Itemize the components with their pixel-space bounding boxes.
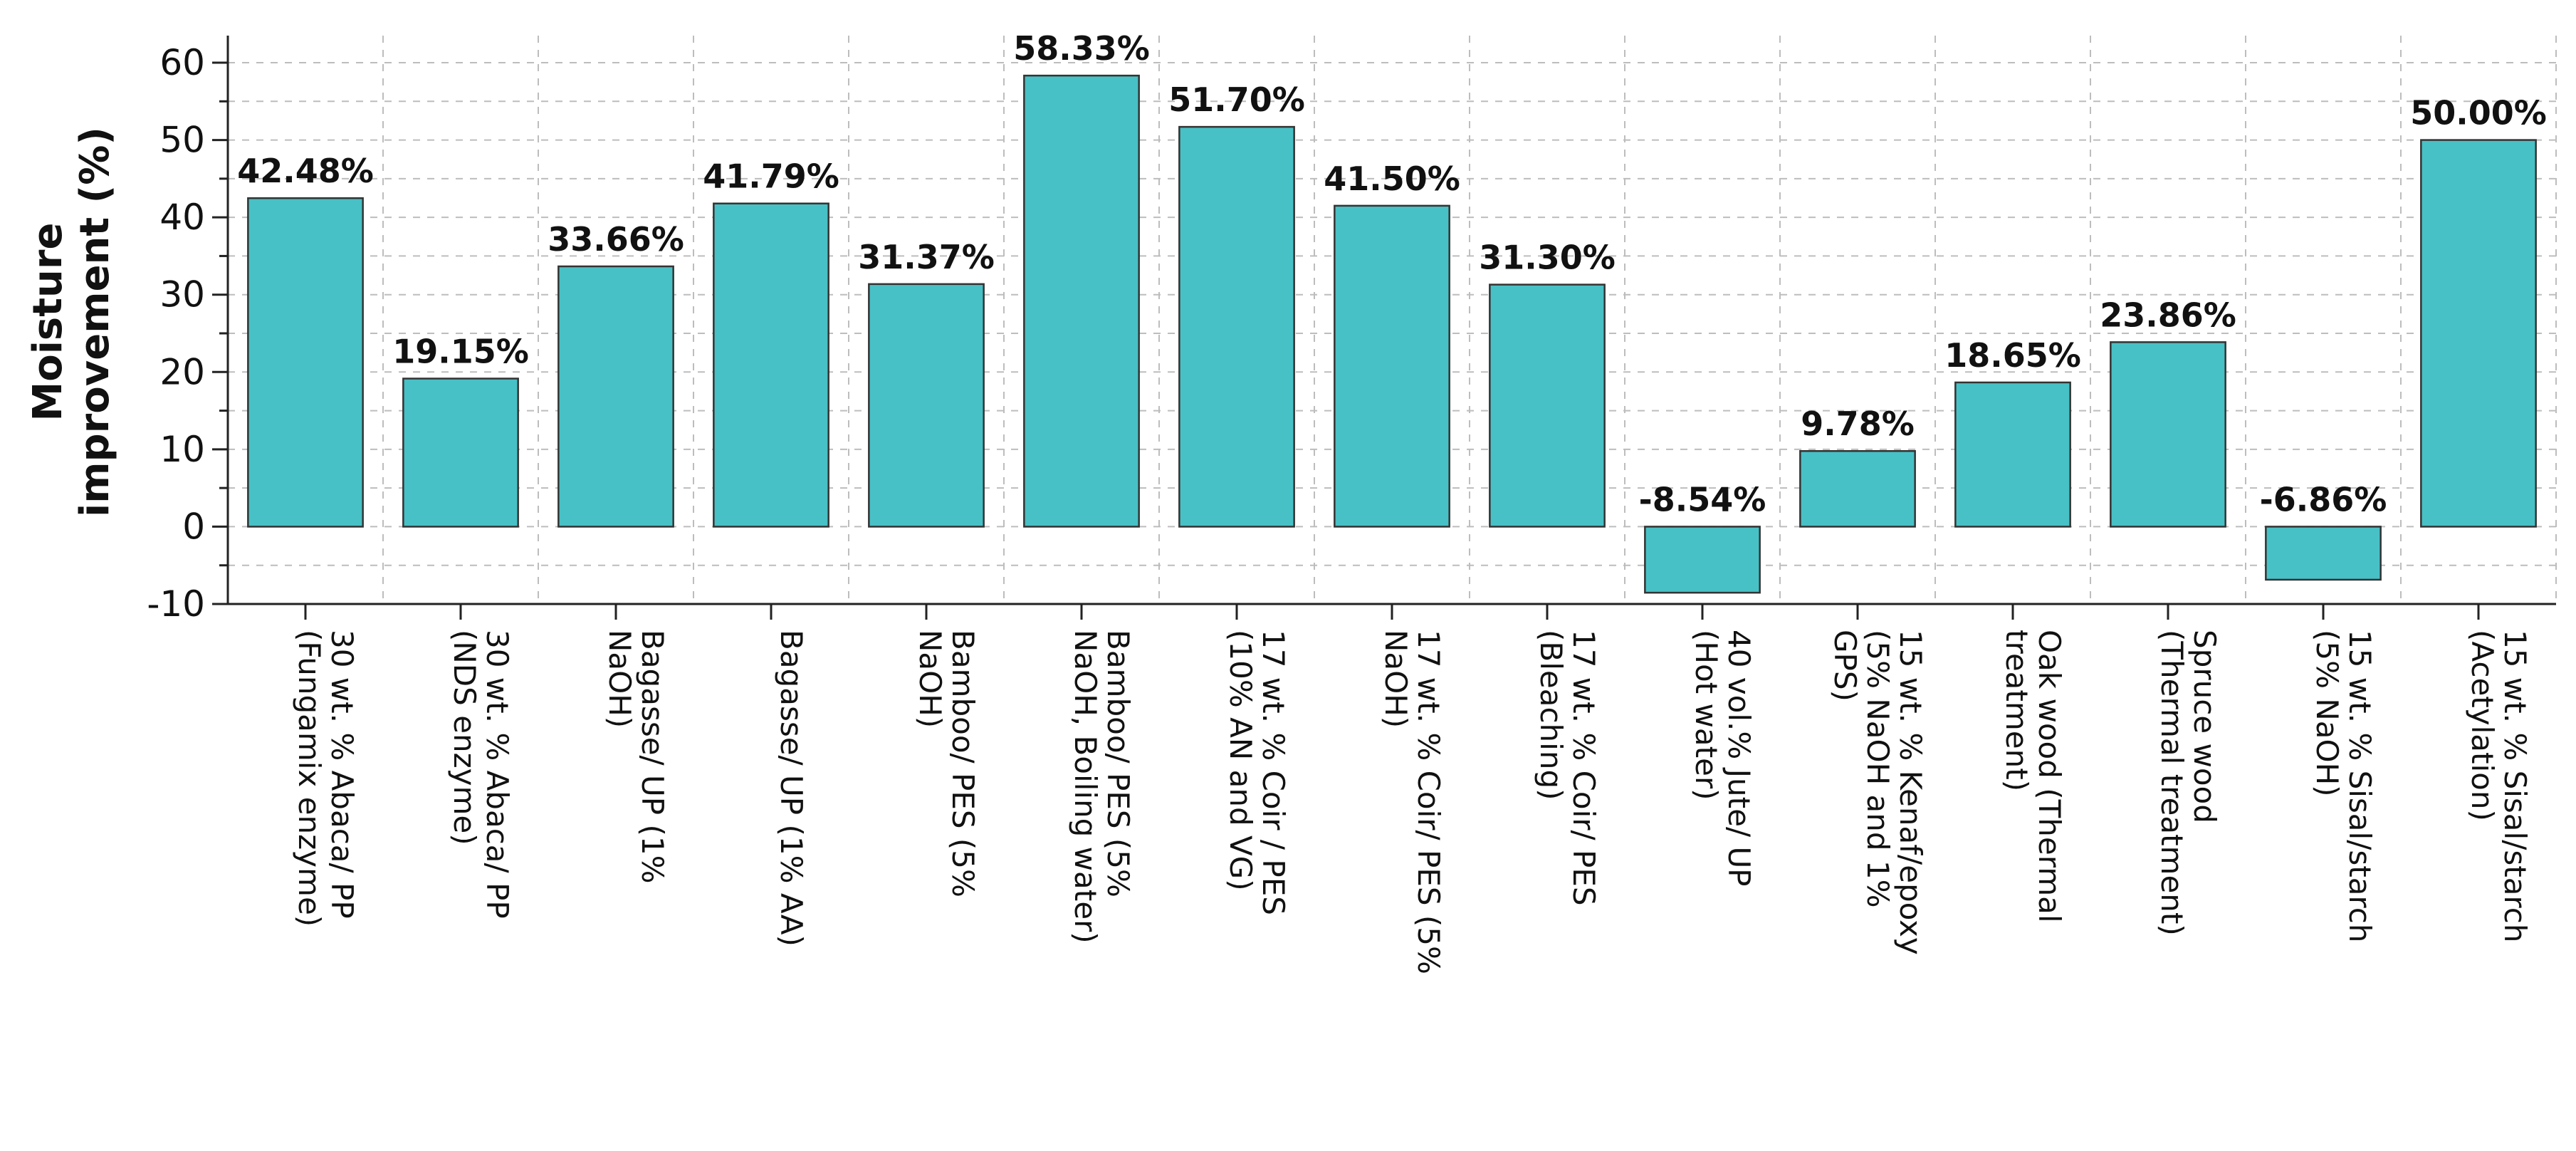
bar bbox=[1954, 381, 2071, 528]
y-tick-label: 0 bbox=[182, 506, 205, 547]
bar bbox=[713, 202, 829, 528]
data-label: 19.15% bbox=[392, 333, 529, 371]
category-label-line: 15 wt. % Kenaf/epoxy bbox=[1893, 630, 1928, 955]
y-axis-title-line: improvement (%) bbox=[72, 127, 118, 517]
bar bbox=[402, 377, 519, 528]
data-label: 23.86% bbox=[2100, 296, 2236, 334]
bar bbox=[1178, 125, 1295, 528]
category-label-line: GPS) bbox=[1828, 630, 1863, 702]
category-label-line: 40 vol.% Jute/ UP bbox=[1722, 630, 1756, 887]
bar bbox=[1489, 283, 1606, 528]
data-label: 18.65% bbox=[1944, 336, 2081, 375]
data-label: 9.78% bbox=[1801, 405, 1915, 443]
category-label-line: (Acetylation) bbox=[2465, 630, 2500, 821]
data-label: -6.86% bbox=[2260, 480, 2387, 519]
data-label: 41.79% bbox=[703, 157, 839, 196]
bar bbox=[557, 265, 674, 528]
data-label: 31.37% bbox=[858, 238, 995, 276]
category-label-line: NaOH, Boiling water) bbox=[1068, 630, 1103, 944]
category-label-line: (Thermal treatment) bbox=[2154, 630, 2189, 936]
bar-layer bbox=[247, 74, 2537, 594]
bar bbox=[868, 283, 985, 528]
data-label: 50.00% bbox=[2410, 94, 2547, 132]
bar bbox=[2420, 139, 2537, 528]
data-label: -8.54% bbox=[1639, 480, 1766, 519]
axis-layer: -10 0 10 20 30 40 50 60 Moistureimprovement (%) bbox=[25, 36, 2556, 625]
category-label-line: NaOH) bbox=[1378, 630, 1413, 728]
category-label-line: (Hot water) bbox=[1689, 630, 1724, 801]
data-label: 51.70% bbox=[1168, 80, 1305, 119]
category-label-line: Oak wood (Thermal bbox=[2032, 630, 2067, 923]
category-label-line: 30 wt. % Abaca/ PP bbox=[480, 630, 515, 919]
category-label-line: Bagasse/ UP (1% bbox=[635, 630, 670, 884]
category-label-line: (5% NaOH and 1% bbox=[1860, 630, 1895, 908]
bar bbox=[2110, 341, 2226, 528]
y-axis-title: Moistureimprovement (%) bbox=[25, 127, 118, 517]
bar bbox=[1023, 74, 1140, 528]
bar bbox=[1334, 204, 1450, 528]
category-label-line: (Fungamix enzyme) bbox=[292, 630, 327, 927]
y-axis-title-line: Moisture bbox=[25, 223, 71, 422]
bar bbox=[1644, 526, 1761, 594]
category-label-line: Bamboo/ PES (5% bbox=[946, 630, 980, 897]
y-tick-label: 40 bbox=[159, 197, 205, 238]
data-label: 33.66% bbox=[548, 220, 684, 259]
category-label-line: Bamboo/ PES (5% bbox=[1101, 630, 1136, 897]
category-label-line: Bagasse/ UP (1% AA) bbox=[774, 630, 809, 947]
category-label-line: (NDS enzyme) bbox=[447, 630, 482, 845]
bar bbox=[2265, 526, 2382, 581]
category-label-line: 30 wt. % Abaca/ PP bbox=[325, 630, 360, 919]
bar bbox=[1799, 449, 1916, 528]
category-label-line: (Bleaching) bbox=[1534, 630, 1569, 801]
data-label: 41.50% bbox=[1324, 160, 1460, 198]
category-label-line: (10% AN and VG) bbox=[1223, 630, 1258, 891]
y-tick-label: 60 bbox=[159, 42, 205, 83]
bar bbox=[247, 197, 364, 528]
y-tick-label: 10 bbox=[159, 429, 205, 470]
y-tick-label: 30 bbox=[159, 274, 205, 316]
data-label: 42.48% bbox=[237, 152, 374, 190]
category-label-line: 17 wt. % Coir/ PES bbox=[1566, 630, 1601, 906]
category-label-line: 15 wt. % Sisal/starch bbox=[2342, 630, 2377, 942]
category-label-line: treatment) bbox=[1999, 630, 2034, 791]
category-label-line: (5% NaOH) bbox=[2310, 630, 2345, 797]
category-label-line: Spruce wood bbox=[2187, 630, 2222, 823]
category-label-line: 17 wt. % Coir/ PES (5% bbox=[1411, 630, 1446, 974]
y-tick-label: 20 bbox=[159, 351, 205, 392]
category-label-line: NaOH) bbox=[913, 630, 948, 728]
data-label: 58.33% bbox=[1013, 29, 1150, 68]
data-label: 31.30% bbox=[1479, 239, 1616, 277]
category-label-line: NaOH) bbox=[602, 630, 637, 728]
y-tick-label: 50 bbox=[159, 120, 205, 161]
category-label-line: 15 wt. % Sisal/starch bbox=[2498, 630, 2533, 942]
label-layer: 42.48%30 wt. % Abaca/ PP(Fungamix enzyme… bbox=[237, 29, 2547, 974]
y-tick-label: -10 bbox=[147, 583, 205, 625]
category-label-line: 17 wt. % Coir / PES bbox=[1256, 630, 1291, 915]
